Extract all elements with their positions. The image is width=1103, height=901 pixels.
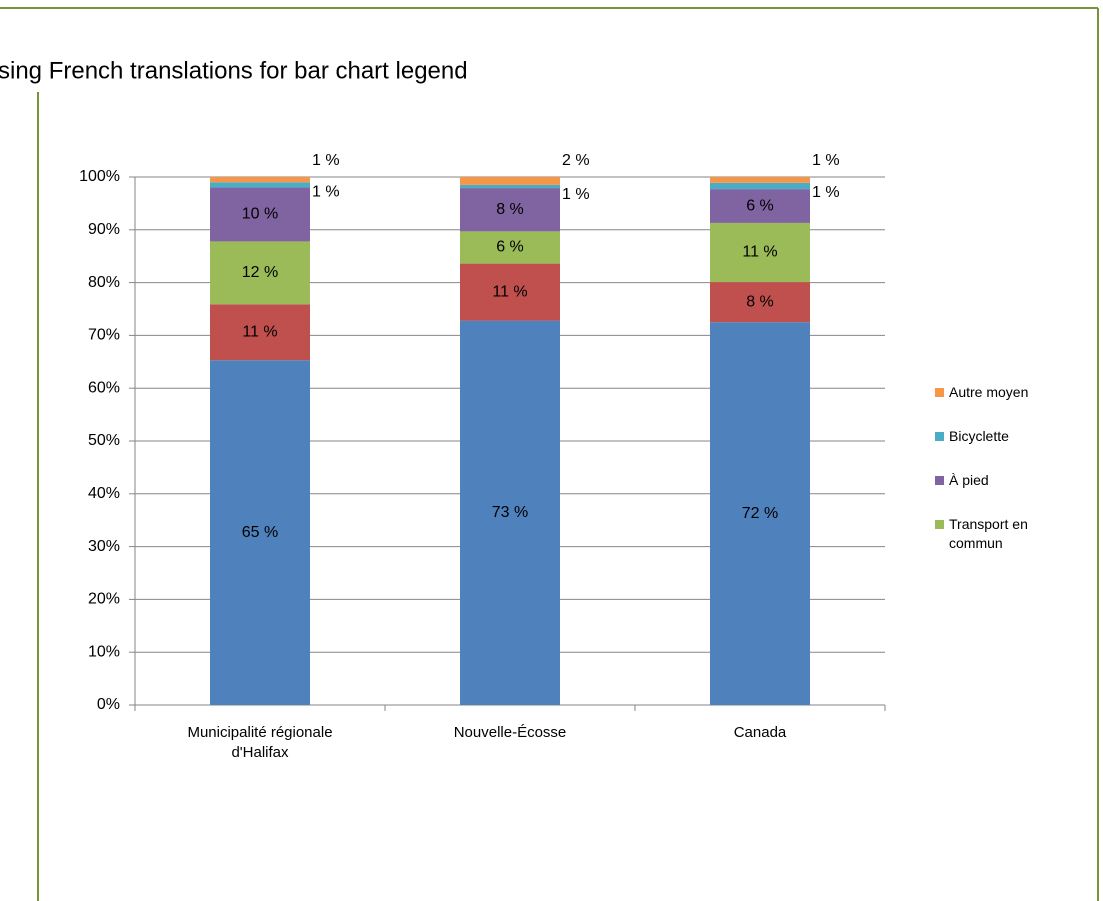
- data-label: 2 %: [562, 152, 590, 169]
- legend-swatch: [935, 476, 944, 485]
- y-tick-label: 20%: [88, 591, 120, 608]
- x-tick-label: Nouvelle-Écosse: [453, 724, 567, 741]
- bar-segment: [210, 187, 310, 242]
- legend-label: Bicyclette: [949, 428, 1009, 444]
- data-label: 1 %: [312, 183, 340, 200]
- y-tick-label: 80%: [88, 274, 120, 291]
- data-label: 8 %: [496, 201, 524, 218]
- data-label: 6 %: [496, 239, 524, 256]
- data-label: 1 %: [312, 152, 340, 169]
- data-label: 8 %: [746, 293, 774, 310]
- y-tick-label: 50%: [88, 432, 120, 449]
- legend-label: Transport en commun: [949, 516, 1028, 551]
- data-label: 12 %: [242, 264, 278, 281]
- y-tick-label: 70%: [88, 327, 120, 344]
- bar-segment: [460, 263, 560, 321]
- data-label: 1 %: [562, 186, 590, 203]
- data-label: 65 %: [242, 524, 278, 541]
- data-label: 11 %: [742, 244, 777, 261]
- legend-swatch: [935, 388, 944, 397]
- bar-segment: [210, 177, 310, 183]
- bar-segment: [210, 360, 310, 705]
- y-tick-label: 0%: [97, 696, 120, 713]
- y-tick-label: 10%: [88, 643, 120, 660]
- bar-segment: [210, 304, 310, 361]
- legend-label: Autre moyen: [949, 384, 1029, 400]
- data-label: 11 %: [242, 323, 277, 340]
- bar-segment: [210, 241, 310, 305]
- bar-segment: [460, 188, 560, 232]
- bar-segment: [710, 282, 810, 323]
- bar-segment: [710, 177, 810, 183]
- data-label: 1 %: [812, 152, 840, 169]
- y-tick-label: 100%: [79, 168, 120, 185]
- y-tick-label: 30%: [88, 538, 120, 555]
- legend-swatch: [935, 432, 944, 441]
- bar-segment: [460, 184, 560, 189]
- data-label: 73 %: [492, 504, 528, 521]
- bar-segment: [710, 189, 810, 223]
- data-label: 1 %: [812, 184, 840, 201]
- data-label: 6 %: [746, 197, 774, 214]
- bar-segment: [710, 182, 810, 190]
- y-tick-label: 90%: [88, 221, 120, 238]
- bar-segment: [460, 177, 560, 185]
- chart-title: sing French translations for bar chart l…: [0, 57, 468, 84]
- legend-label: À pied: [949, 472, 989, 488]
- data-label: 11 %: [492, 283, 527, 300]
- x-tick-label: Municipalité régionale d'Halifax: [187, 724, 333, 761]
- y-tick-label: 40%: [88, 485, 120, 502]
- y-tick-label: 60%: [88, 379, 120, 396]
- bar-segment: [210, 182, 310, 188]
- x-tick-label: Canada: [733, 724, 787, 741]
- data-label: 72 %: [742, 505, 778, 522]
- bar-segment: [460, 320, 560, 705]
- bar-segment: [460, 231, 560, 264]
- bar-segment: [710, 322, 810, 705]
- legend-swatch: [935, 520, 944, 529]
- data-label: 10 %: [242, 206, 278, 223]
- bar-segment: [710, 222, 810, 283]
